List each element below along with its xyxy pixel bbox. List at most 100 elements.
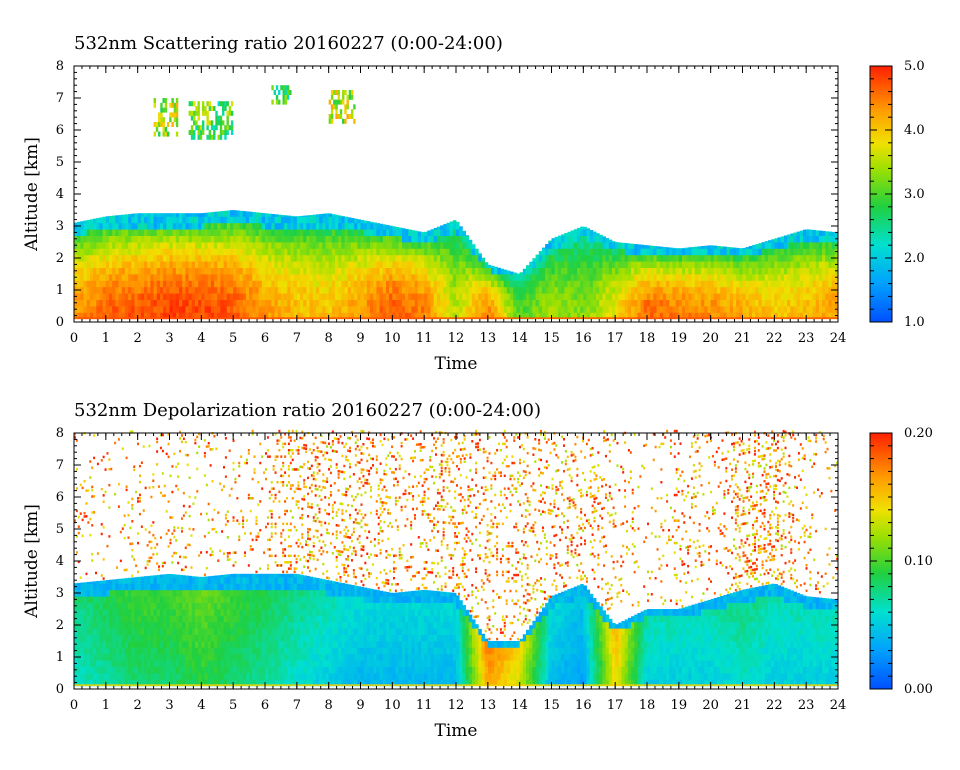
heatmap-cell: [656, 280, 661, 288]
heatmap-cell: [156, 660, 161, 667]
heatmap-cell: [210, 641, 215, 648]
heatmap-cell: [748, 286, 753, 294]
heatmap-cell: [538, 312, 543, 320]
heatmap-cell: [258, 274, 263, 281]
heatmap-cell: [828, 274, 833, 281]
heatmap-cell: [83, 615, 88, 623]
heatmap-cell: [376, 293, 380, 300]
heatmap-cell: [748, 246, 753, 249]
heatmap-cell: [236, 621, 240, 629]
heatmap-cell: [115, 242, 119, 249]
heatmap-cell: [650, 267, 654, 275]
heatmap-cell: [666, 267, 670, 275]
heatmap-cell: [109, 579, 113, 584]
heatmap-cell: [325, 235, 330, 243]
heatmap-cell: [268, 229, 272, 236]
heatmap-cell: [134, 242, 139, 249]
heatmap-cell: [580, 248, 584, 256]
heatmap-cell: [179, 615, 183, 623]
heatmap-cell: [89, 679, 94, 687]
heatmap-cell: [140, 312, 145, 320]
heatmap-cell: [300, 280, 304, 288]
heatmap-cell: [640, 274, 645, 281]
heatmap-cell: [214, 248, 218, 256]
heatmap-cell: [787, 299, 791, 307]
heatmap-cell: [764, 306, 769, 313]
heatmap-cell: [414, 274, 419, 281]
heatmap-cell: [440, 299, 444, 307]
cirrus-cell: [175, 112, 179, 118]
heatmap-cell: [109, 647, 113, 655]
heatmap-cell: [312, 293, 317, 300]
heatmap-cell: [777, 254, 782, 262]
heatmap-cell: [430, 261, 435, 268]
heatmap-cell: [764, 293, 769, 300]
heatmap-cell: [249, 242, 253, 249]
heatmap-cell: [401, 267, 406, 275]
heatmap-cell: [589, 248, 594, 256]
heatmap-cell: [268, 280, 272, 288]
heatmap-cell: [105, 216, 110, 224]
heatmap-cell: [290, 299, 295, 307]
heatmap-cell: [102, 248, 107, 256]
heatmap-cell: [341, 235, 345, 243]
heatmap-cell: [420, 232, 425, 236]
heatmap-cell: [379, 248, 384, 256]
heatmap-cell: [99, 222, 104, 230]
heatmap-cell: [156, 222, 161, 230]
heatmap-cell: [175, 254, 180, 262]
heatmap-cell: [787, 286, 791, 294]
heatmap-cell: [274, 261, 279, 268]
heatmap-cell: [147, 213, 151, 217]
heatmap-cell: [682, 280, 686, 288]
heatmap-cell: [401, 274, 406, 281]
heatmap-cell: [226, 299, 231, 307]
heatmap-cell: [417, 306, 422, 313]
heatmap-cell: [131, 261, 135, 268]
heatmap-cell: [255, 216, 260, 224]
heatmap-cell: [350, 312, 355, 320]
heatmap-cell: [519, 272, 524, 275]
heatmap-cell: [214, 589, 218, 597]
heatmap-cell: [277, 214, 282, 217]
heatmap-cell: [634, 299, 638, 307]
heatmap-cell: [548, 299, 552, 307]
heatmap-cell: [491, 274, 495, 281]
heatmap-cell: [812, 242, 817, 249]
heatmap-cell: [799, 293, 804, 300]
heatmap-cell: [586, 306, 591, 313]
heatmap-cell: [363, 280, 368, 288]
heatmap-cell: [376, 242, 380, 249]
heatmap-cell: [156, 621, 161, 629]
heatmap-cell: [207, 583, 212, 591]
heatmap-cell: [707, 254, 712, 262]
heatmap-cell: [405, 254, 409, 262]
cirrus-cell: [190, 115, 194, 121]
heatmap-cell: [682, 248, 686, 256]
heatmap-cell: [156, 589, 161, 597]
heatmap-cell: [99, 217, 104, 224]
heatmap-cell: [134, 589, 139, 597]
heatmap-cell: [226, 274, 231, 281]
heatmap-cell: [147, 628, 151, 635]
heatmap-cell: [752, 312, 756, 320]
heatmap-cell: [252, 222, 256, 230]
heatmap-cell: [806, 299, 810, 307]
heatmap-cell: [319, 216, 323, 224]
heatmap-cell: [647, 274, 651, 281]
heatmap-cell: [596, 274, 600, 281]
heatmap-cell: [385, 286, 390, 294]
heatmap-cell: [389, 293, 393, 300]
heatmap-cell: [258, 312, 263, 320]
heatmap-cell: [134, 641, 139, 648]
heatmap-cell: [201, 621, 205, 629]
heatmap-cell: [545, 244, 549, 249]
heatmap-cell: [720, 299, 724, 307]
heatmap-cell: [815, 293, 820, 300]
heatmap-cell: [118, 596, 123, 603]
heatmap-cell: [370, 267, 374, 275]
heatmap-cell: [185, 229, 189, 236]
heatmap-cell: [274, 299, 279, 307]
heatmap-cell: [134, 673, 139, 680]
heatmap-cell: [144, 254, 148, 262]
